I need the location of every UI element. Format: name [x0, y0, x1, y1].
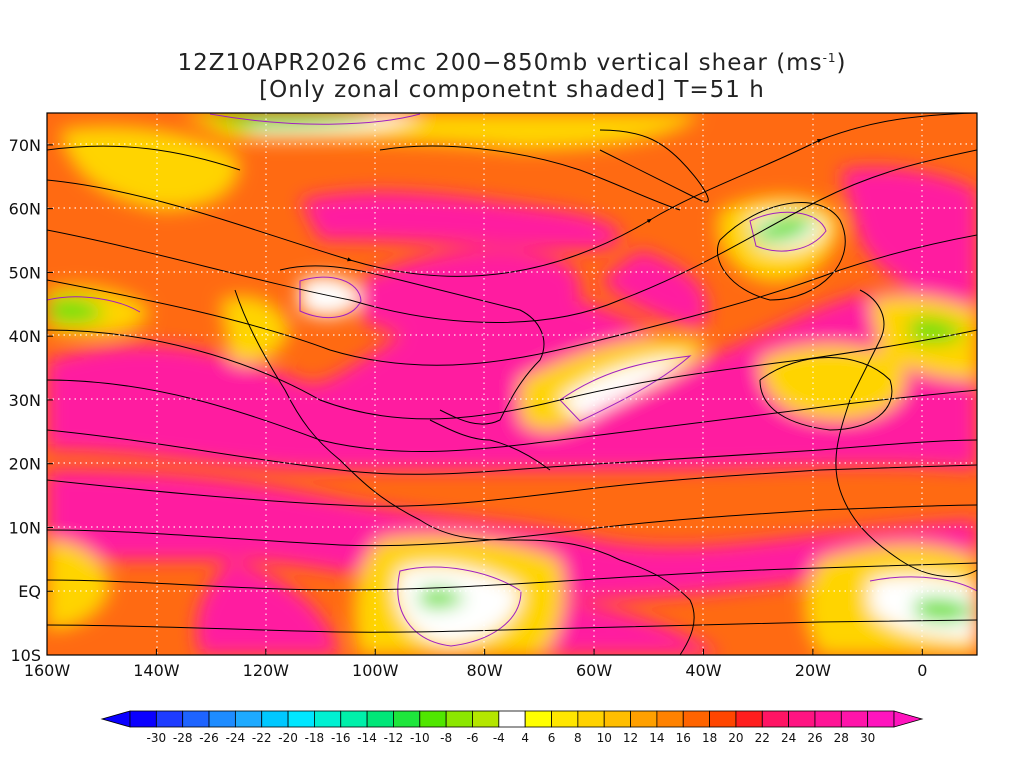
colorbar-label: -16: [331, 731, 351, 745]
map-frame: [46, 112, 978, 656]
lon-tick-label: 160W: [24, 661, 71, 680]
colorbar-swatch: [498, 710, 526, 728]
colorbar-label: 20: [728, 731, 743, 745]
colorbar-label: -10: [410, 731, 430, 745]
colorbar-over-arrow: [893, 710, 924, 728]
colorbar-swatch: [366, 710, 394, 728]
colorbar-label: 24: [781, 731, 796, 745]
colorbar-swatch: [709, 710, 737, 728]
chart-title-line1: 12Z10APR2026 cmc 200−850mb vertical shea…: [177, 50, 847, 76]
lon-tick-label: 140W: [133, 661, 180, 680]
colorbar-swatch: [867, 710, 895, 728]
colorbar-swatch: [682, 710, 710, 728]
colorbar-label: -28: [173, 731, 193, 745]
colorbar-label: 10: [597, 731, 612, 745]
colorbar: -30 -28 -26 -24 -22 -20 -18 -16 -14 -12 -10 -8 -6 -4 4…: [100, 710, 924, 745]
colorbar-label: -22: [252, 731, 272, 745]
colorbar-swatch: [314, 710, 342, 728]
colorbar-swatch: [603, 710, 631, 728]
lon-tick-label: 120W: [243, 661, 290, 680]
lon-tick-label: 80W: [467, 661, 503, 680]
colorbar-swatch: [656, 710, 684, 728]
colorbar-swatch: [287, 710, 315, 728]
lat-tick-label: 10S: [10, 646, 41, 665]
lat-tick-label: 30N: [9, 391, 41, 410]
lat-tick-label: 70N: [9, 136, 41, 155]
colorbar-swatch: [234, 710, 263, 728]
colorbar-swatch: [445, 710, 473, 728]
colorbar-swatch: [577, 710, 605, 728]
colorbar-label: -8: [440, 731, 452, 745]
colorbar-swatch: [551, 710, 579, 728]
lat-tick-label: 10N: [9, 518, 41, 537]
lat-tick-label: 40N: [9, 327, 41, 346]
lon-tick-label: 20W: [795, 661, 831, 680]
lon-tick-label: 100W: [352, 661, 399, 680]
colorbar-swatch: [182, 710, 210, 728]
lon-tick-label: 60W: [576, 661, 612, 680]
colorbar-label: 4: [521, 731, 529, 745]
colorbar-label: 30: [860, 731, 875, 745]
colorbar-swatch: [129, 710, 157, 728]
streamlines: [47, 113, 977, 633]
colorbar-swatch: [761, 710, 790, 728]
axis-ticks: 160W 140W 120W 100W 80W 60W 40W 20W 0 10S EQ 10N 20N…: [9, 136, 928, 680]
colorbar-label: -20: [278, 731, 298, 745]
colorbar-label: -4: [493, 731, 505, 745]
lat-tick-label: 60N: [9, 200, 41, 219]
colorbar-label: -14: [357, 731, 377, 745]
colorbar-label: -26: [199, 731, 219, 745]
colorbar-swatch: [524, 710, 552, 728]
lon-tick-label: 40W: [685, 661, 721, 680]
colorbar-swatch: [208, 710, 236, 728]
colorbar-label: 22: [755, 731, 770, 745]
lat-tick-label: 50N: [9, 263, 41, 282]
colorbar-swatch: [419, 710, 447, 728]
gridlines: [47, 113, 977, 655]
colorbar-swatch: [340, 710, 368, 728]
colorbar-label: 8: [574, 731, 582, 745]
colorbar-label: 14: [649, 731, 664, 745]
colorbar-swatch: [814, 710, 842, 728]
lat-tick-label: EQ: [18, 582, 41, 601]
lon-tick-label: 0: [917, 661, 927, 680]
colorbar-label: -6: [466, 731, 478, 745]
lat-tick-label: 20N: [9, 455, 41, 474]
chart-title-line2: [Only zonal componetnt shaded] T=51 h: [259, 77, 765, 103]
colorbar-label: -12: [384, 731, 404, 745]
colorbar-swatch: [788, 710, 816, 728]
colorbar-label: 12: [623, 731, 638, 745]
colorbar-swatch: [472, 710, 500, 728]
colorbar-label: 26: [807, 731, 822, 745]
colorbar-swatch: [155, 710, 184, 728]
colorbar-label: -30: [147, 731, 167, 745]
colorbar-label: 18: [702, 731, 717, 745]
colorbar-label: -18: [305, 731, 325, 745]
colorbar-swatch: [840, 710, 869, 728]
colorbar-label: 28: [834, 731, 849, 745]
colorbar-under-arrow: [100, 710, 131, 728]
colorbar-swatch: [393, 710, 421, 728]
colorbar-swatch: [261, 710, 289, 728]
colorbar-swatch: [735, 710, 763, 728]
colorbar-label: -24: [226, 731, 246, 745]
colorbar-label: 6: [548, 731, 556, 745]
colorbar-label: 16: [676, 731, 691, 745]
colorbar-swatch: [630, 710, 658, 728]
